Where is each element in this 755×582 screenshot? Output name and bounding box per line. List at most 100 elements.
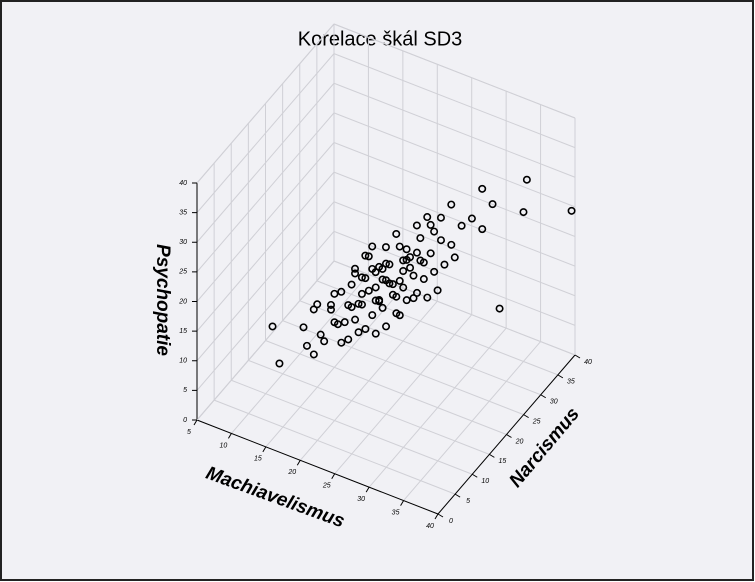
x-tick [365,486,370,493]
point [385,260,394,269]
x-tick-label: 40 [426,523,434,530]
point [426,249,435,258]
y-tick-label: 5 [466,498,470,505]
y-tick [523,414,529,419]
point [368,311,377,320]
point [522,175,531,184]
x-tick [193,419,198,426]
point [395,242,404,251]
y-tick-label: 25 [532,418,541,425]
point [302,341,311,350]
point [382,276,391,285]
grid-line [299,300,541,396]
point [419,275,428,284]
point [351,269,360,278]
point [344,335,353,344]
x-tick [227,433,232,439]
point [412,248,421,257]
grid-line [196,231,335,391]
y-tick-label: 20 [515,438,524,445]
point [399,256,408,265]
z-tick-label: 10 [179,358,187,365]
z-tick-label: 35 [179,209,187,216]
point [354,328,363,337]
grid-line [231,379,473,475]
point [495,304,504,313]
y-tick-label: 10 [481,478,489,485]
grid-line [333,82,576,178]
point [450,253,459,262]
point [409,271,418,280]
point [309,350,318,359]
z-tick-label: 20 [178,298,187,305]
point [378,264,387,273]
y-tick [540,394,547,399]
point [327,305,336,314]
y-tick [506,434,512,438]
point [330,318,339,327]
y-tick-label: 35 [567,379,575,386]
point [361,274,370,283]
point [382,322,391,331]
grid-line [196,53,335,213]
point [275,359,284,368]
point [371,329,380,338]
grid-line [316,280,559,376]
point [433,286,442,295]
point [378,275,387,284]
grid-line [333,112,576,208]
point [447,200,456,209]
point [364,252,373,261]
point [395,311,404,320]
grid-line [333,201,576,297]
point [402,245,411,254]
z-tick-label: 40 [179,180,187,187]
x-tick-label: 15 [254,456,262,463]
point [326,300,335,309]
point [423,293,432,302]
point [351,264,360,273]
grid-line [333,171,576,267]
point [337,287,346,296]
y-tick-label: 0 [449,518,453,525]
y-tick [574,354,581,359]
y-tick-label: 40 [584,359,592,366]
y-tick [471,473,478,478]
point [423,213,432,222]
point [368,264,377,273]
grid-line [196,171,335,332]
point [316,330,325,339]
grid-line [196,112,335,273]
point [357,300,366,309]
grid-line [196,201,335,362]
point [399,283,408,292]
point [478,225,487,234]
x-tick-label: 25 [322,483,331,490]
grid-edge [196,260,335,421]
point [457,221,466,230]
point [320,337,329,346]
point [392,229,401,238]
point [371,296,380,305]
point [361,251,370,260]
point [440,260,449,269]
x-tick-label: 35 [392,509,400,516]
point [399,267,408,276]
point [436,236,445,245]
point [416,234,425,243]
point [402,255,411,264]
y-tick [489,453,495,458]
point [340,318,349,327]
point [351,315,360,324]
point [436,213,445,222]
point [268,322,277,331]
z-axis-label: Psychopatie [152,244,173,356]
axis-edge [196,419,439,515]
point [347,280,356,289]
grid-line [248,359,490,455]
point [402,296,411,305]
x-tick [331,473,336,479]
y-tick-label: 15 [498,458,506,465]
x-tick-label: 20 [287,469,296,476]
